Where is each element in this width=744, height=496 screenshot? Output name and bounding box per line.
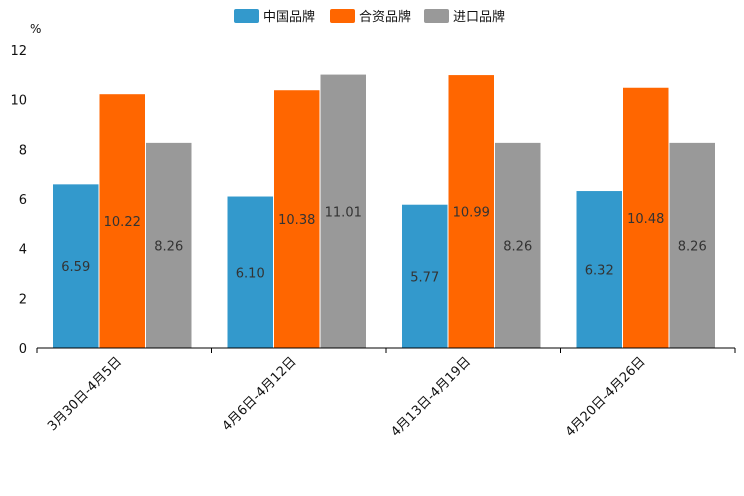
data-label-3-1: 10.48 (627, 212, 664, 227)
bar-2-0 (402, 204, 448, 348)
legend-label-0: 中国品牌 (263, 9, 315, 25)
y-tick-label: 12 (10, 44, 27, 59)
bar-2-2 (495, 142, 541, 348)
legend-swatch-1 (330, 9, 355, 23)
x-tick-label: 4月20日-4月26日 (563, 354, 649, 440)
data-label-2-1: 10.99 (453, 206, 490, 221)
bars (53, 74, 715, 349)
bar-3-1 (623, 87, 669, 348)
data-label-3-0: 6.32 (585, 264, 614, 279)
y-tick-label: 0 (19, 342, 27, 357)
y-tick-label: 6 (19, 193, 27, 208)
data-label-0-0: 6.59 (61, 260, 90, 275)
data-labels: 6.59 10.22 8.26 6.10 10.38 11.01 5.77 10.99 8.26… (61, 205, 706, 285)
y-tick-label: 4 (19, 243, 27, 258)
data-label-1-1: 10.38 (278, 213, 315, 228)
bar-3-0 (576, 191, 622, 348)
x-tick-label: 4月13日-4月19日 (388, 354, 474, 440)
y-tick-label: 10 (10, 94, 27, 109)
bar-0-2 (146, 142, 192, 348)
data-label-3-2: 8.26 (678, 239, 707, 254)
bar-0-1 (99, 94, 145, 348)
bar-1-0 (227, 196, 273, 348)
y-axis: 0 2 4 6 8 10 12 (10, 44, 27, 357)
bar-1-2 (320, 74, 366, 349)
bar-1-1 (274, 90, 320, 348)
legend-label-2: 进口品牌 (453, 9, 505, 25)
x-axis: 3月30日-4月5日 4月6日-4月12日 4月13日-4月19日 4月20日-4月2… (36, 347, 736, 440)
x-tick-label: 4月6日-4月12日 (220, 354, 300, 434)
legend-swatch-0 (234, 9, 259, 23)
data-label-1-0: 6.10 (236, 266, 265, 281)
data-label-1-2: 11.01 (325, 205, 362, 220)
x-tick-label: 3月30日-4月5日 (45, 354, 125, 434)
bar-2-1 (448, 75, 494, 348)
data-label-0-1: 10.22 (104, 215, 141, 230)
legend-swatch-2 (424, 9, 449, 23)
legend: 中国品牌 合资品牌 进口品牌 (234, 9, 505, 25)
y-tick-label: 8 (19, 143, 27, 158)
data-label-0-2: 8.26 (154, 239, 183, 254)
y-axis-unit-label: % (30, 22, 41, 36)
data-label-2-2: 8.26 (503, 239, 532, 254)
legend-label-1: 合资品牌 (359, 9, 411, 25)
bar-0-0 (53, 184, 99, 348)
data-label-2-0: 5.77 (410, 270, 439, 285)
bar-3-2 (669, 142, 715, 348)
y-tick-label: 2 (19, 292, 27, 307)
